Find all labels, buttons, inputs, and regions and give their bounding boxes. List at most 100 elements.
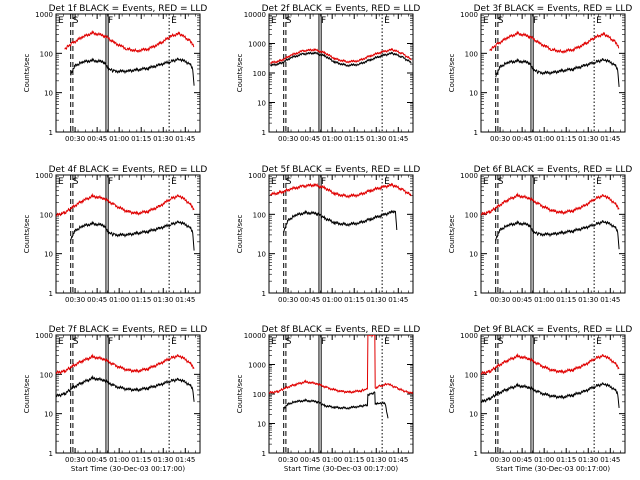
y-tick-label: 1000 (35, 172, 53, 180)
marker-label: E (271, 337, 277, 347)
y-tick-label: 1 (262, 290, 266, 298)
events-series-line (481, 382, 620, 408)
marker-label: F (321, 177, 326, 187)
plot-frame (55, 174, 201, 294)
y-tick-label: 100 (465, 211, 478, 219)
x-tick-label: 00:45 (87, 296, 107, 304)
lld-series-line (56, 353, 195, 375)
chart-panel-4: Det 4f BLACK = Events, RED = LLD Counts/s… (23, 165, 207, 304)
x-tick-label: 01:45 (175, 135, 195, 143)
y-axis-label: Counts/sec (448, 375, 456, 414)
plot-frame (268, 174, 414, 294)
x-tick-label: 01:30 (366, 135, 386, 143)
marker-label: E (384, 337, 390, 347)
marker-label: F (321, 16, 326, 26)
chart-panel-1: Det 1f BLACK = Events, RED = LLD Counts/s… (23, 4, 207, 143)
y-tick-label: 1 (49, 450, 53, 458)
events-series-line (270, 51, 412, 68)
y-tick-label: 1000 (248, 41, 266, 49)
y-tick-label: 1000 (35, 332, 53, 340)
marker-label: E (596, 337, 602, 347)
marker-label: F (108, 16, 113, 26)
marker-label: F (533, 16, 538, 26)
marker-label: E (483, 177, 489, 187)
y-tick-label: 10 (257, 421, 266, 429)
x-tick-label: 00:30 (490, 296, 510, 304)
y-axis-label: Counts/sec (23, 54, 31, 93)
y-tick-label: 1000 (460, 332, 478, 340)
x-tick-label: 00:45 (87, 135, 107, 143)
marker-label: E (58, 177, 64, 187)
marker-label: E (171, 337, 177, 347)
x-tick-label: 01:00 (322, 456, 342, 464)
marker-label: S (73, 16, 79, 26)
lld-series-line (489, 30, 620, 54)
x-tick-label: 01:15 (344, 135, 364, 143)
marker-label: E (171, 16, 177, 26)
x-tick-label: 01:00 (534, 456, 554, 464)
x-tick-label: 01:00 (534, 135, 554, 143)
x-tick-label: 00:30 (65, 296, 85, 304)
x-tick-label: 00:45 (512, 456, 532, 464)
y-tick-label: 10 (44, 90, 53, 98)
y-tick-label: 1 (474, 450, 478, 458)
marker-label: E (58, 16, 64, 26)
y-axis-label: Counts/sec (23, 215, 31, 254)
y-tick-label: 100 (40, 371, 53, 379)
x-tick-label: 01:30 (366, 456, 386, 464)
x-tick-label: 01:45 (175, 456, 195, 464)
events-series-line (495, 220, 620, 250)
x-tick-label: 01:30 (153, 135, 173, 143)
x-tick-label: 00:45 (300, 135, 320, 143)
y-tick-label: 100 (40, 50, 53, 58)
x-tick-label: 01:00 (109, 296, 129, 304)
y-tick-label: 100 (253, 391, 266, 399)
lld-series-line (270, 182, 412, 199)
y-tick-label: 1000 (460, 11, 478, 19)
y-tick-label: 1 (474, 290, 478, 298)
chart-title: Det 9f BLACK = Events, RED = LLD (474, 325, 633, 335)
x-axis-label: Start Time (30-Dec-03 00:17:00) (71, 465, 185, 473)
chart-title: Det 4f BLACK = Events, RED = LLD (49, 165, 208, 175)
x-tick-label: 00:30 (278, 135, 298, 143)
marker-label: S (498, 177, 504, 187)
marker-label: E (483, 337, 489, 347)
chart-panel-8: Det 8f BLACK = Events, RED = LLD Counts/s… (236, 325, 420, 473)
marker-label: E (384, 16, 390, 26)
y-tick-label: 10 (469, 90, 478, 98)
plot-frame (480, 334, 626, 454)
chart-title: Det 6f BLACK = Events, RED = LLD (474, 165, 633, 175)
lld-series-line (481, 192, 620, 216)
x-tick-label: 00:30 (278, 456, 298, 464)
y-axis-label: Counts/sec (236, 215, 244, 254)
y-tick-label: 100 (40, 211, 53, 219)
marker-label: E (171, 177, 177, 187)
x-axis-label: Start Time (30-Dec-03 00:17:00) (284, 465, 398, 473)
plot-frame (55, 334, 201, 454)
x-tick-label: 00:30 (490, 456, 510, 464)
events-series-line (495, 57, 620, 87)
lld-series-line (64, 30, 195, 53)
events-series-line (70, 57, 195, 86)
marker-label: S (498, 16, 504, 26)
y-axis-label: Counts/sec (236, 54, 244, 93)
marker-label: F (533, 177, 538, 187)
marker-label: S (73, 337, 79, 347)
x-tick-label: 01:15 (556, 135, 576, 143)
marker-label: F (108, 177, 113, 187)
x-tick-label: 01:45 (600, 135, 620, 143)
chart-title: Det 5f BLACK = Events, RED = LLD (262, 165, 421, 175)
chart-panel-7: Det 7f BLACK = Events, RED = LLD Counts/s… (23, 325, 207, 473)
chart-title: Det 3f BLACK = Events, RED = LLD (474, 4, 633, 14)
y-axis-label: Counts/sec (236, 375, 244, 414)
marker-label: F (321, 337, 326, 347)
lld-series-line (481, 352, 620, 376)
y-axis-label: Counts/sec (448, 54, 456, 93)
y-axis-label: Counts/sec (23, 375, 31, 414)
x-tick-label: 01:30 (153, 456, 173, 464)
events-series-line (283, 391, 389, 419)
x-tick-label: 01:00 (534, 296, 554, 304)
x-tick-label: 00:30 (278, 296, 298, 304)
y-tick-label: 1000 (248, 362, 266, 370)
